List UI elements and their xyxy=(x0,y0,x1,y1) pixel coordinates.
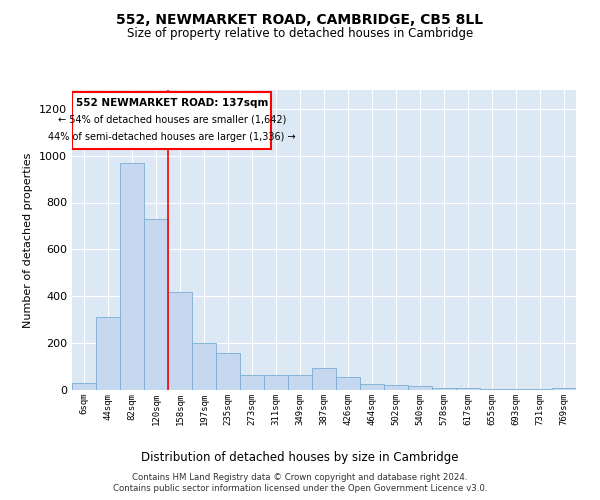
Bar xyxy=(192,343,216,390)
Bar xyxy=(528,389,552,390)
Bar xyxy=(216,352,240,390)
Text: Size of property relative to detached houses in Cambridge: Size of property relative to detached ho… xyxy=(127,28,473,40)
Text: Distribution of detached houses by size in Cambridge: Distribution of detached houses by size … xyxy=(141,451,459,464)
Bar xyxy=(408,386,432,390)
Text: ← 54% of detached houses are smaller (1,642): ← 54% of detached houses are smaller (1,… xyxy=(58,114,286,124)
Bar xyxy=(72,384,96,390)
Bar xyxy=(96,318,120,390)
Bar xyxy=(456,388,480,390)
Bar xyxy=(168,292,192,390)
Text: 44% of semi-detached houses are larger (1,336) →: 44% of semi-detached houses are larger (… xyxy=(48,132,296,142)
Bar xyxy=(480,389,504,390)
Text: Contains public sector information licensed under the Open Government Licence v3: Contains public sector information licen… xyxy=(113,484,487,493)
Text: Contains HM Land Registry data © Crown copyright and database right 2024.: Contains HM Land Registry data © Crown c… xyxy=(132,473,468,482)
Bar xyxy=(384,386,408,390)
Bar xyxy=(336,377,360,390)
Bar xyxy=(552,388,576,390)
Text: 552, NEWMARKET ROAD, CAMBRIDGE, CB5 8LL: 552, NEWMARKET ROAD, CAMBRIDGE, CB5 8LL xyxy=(116,12,484,26)
FancyBboxPatch shape xyxy=(73,92,271,148)
Bar xyxy=(360,384,384,390)
Bar xyxy=(264,375,288,390)
Bar xyxy=(240,375,264,390)
Bar xyxy=(504,389,528,390)
Y-axis label: Number of detached properties: Number of detached properties xyxy=(23,152,34,328)
Bar xyxy=(144,219,168,390)
Bar xyxy=(312,368,336,390)
Bar xyxy=(288,375,312,390)
Bar xyxy=(432,388,456,390)
Text: 552 NEWMARKET ROAD: 137sqm: 552 NEWMARKET ROAD: 137sqm xyxy=(76,98,268,108)
Bar xyxy=(120,162,144,390)
